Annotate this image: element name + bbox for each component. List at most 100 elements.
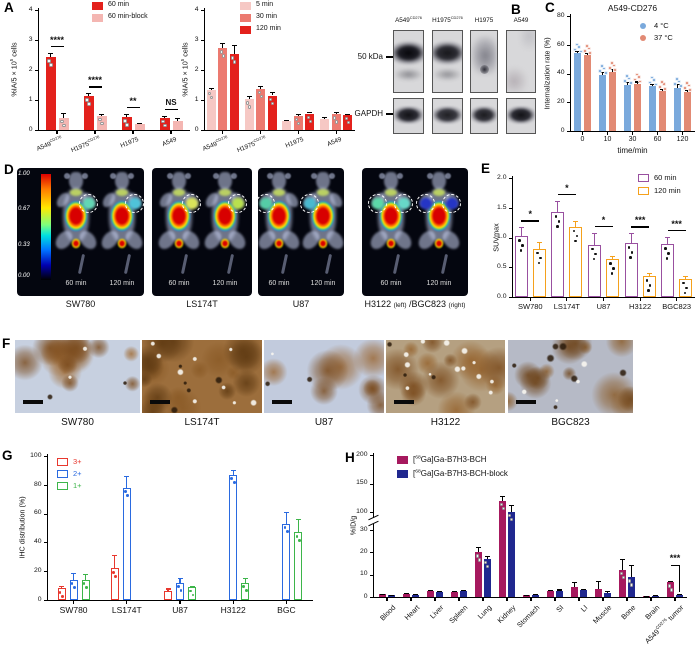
- panel-label-c: C: [545, 0, 555, 15]
- legend-label: 120 min: [654, 185, 681, 195]
- data-point: [163, 124, 167, 128]
- x-tick: [530, 598, 532, 601]
- tumor-roi-circle: [258, 194, 275, 213]
- error-bar: [593, 232, 596, 245]
- pet-caption: SW780: [65, 299, 96, 309]
- tumor-roi-circle: [394, 194, 413, 213]
- mouse-ear: [445, 173, 451, 179]
- data-point: [682, 281, 685, 285]
- data-point: [85, 98, 89, 102]
- legend-swatch: [57, 482, 68, 490]
- tumor-roi-circle: [368, 194, 387, 213]
- error-bar: [297, 519, 299, 533]
- bar: [122, 487, 131, 600]
- data-point: [630, 583, 634, 587]
- blot-band: [471, 106, 497, 125]
- bar: [583, 54, 591, 131]
- bar: [551, 211, 565, 297]
- data-point: [125, 123, 129, 127]
- chart-a-right: 0 1 2 3 4 A549CD276 H1975CD276 H1975 A549 5 min 30…: [180, 0, 360, 162]
- x-category-label: SW780: [59, 605, 88, 615]
- bar: [579, 590, 587, 597]
- bar: [627, 577, 635, 597]
- data-point: [636, 75, 641, 79]
- error-bar: [557, 201, 559, 212]
- y-tick: [200, 100, 204, 102]
- data-point: [248, 105, 252, 109]
- y-tick: [34, 130, 38, 132]
- error-bar: [462, 589, 464, 591]
- time-label: 60 min: [65, 280, 87, 287]
- data-point: [346, 121, 350, 125]
- y-tick-label: 0: [37, 595, 42, 603]
- error-bar: [85, 574, 87, 580]
- error-bar: [179, 578, 181, 583]
- legend-swatch: [57, 470, 68, 478]
- legend-swatch: [640, 23, 646, 29]
- data-point: [638, 79, 643, 84]
- ihc-image: [15, 340, 140, 413]
- mouse-head: [115, 172, 129, 190]
- x-category-label: 0: [580, 136, 585, 143]
- legend-swatch: [638, 187, 649, 195]
- mouse-ear: [267, 173, 273, 179]
- mouse-tail: [324, 253, 333, 275]
- data-point: [85, 586, 88, 590]
- x-tick: [581, 132, 584, 135]
- bar: [475, 552, 483, 597]
- error-bar: [260, 85, 262, 89]
- bar: [523, 595, 531, 597]
- bar: [451, 592, 459, 597]
- blot-image: [506, 30, 536, 93]
- y-tick-label: 20: [359, 548, 368, 556]
- error-bar: [622, 559, 624, 571]
- blot-band: [434, 67, 461, 81]
- y-tick: [508, 267, 512, 269]
- legend-label: 30 min: [256, 12, 278, 20]
- x-tick: [458, 598, 460, 601]
- significance-line: [631, 226, 650, 228]
- y-axis: [373, 453, 375, 597]
- y-tick: [369, 597, 373, 599]
- x-category-label: U87: [596, 302, 611, 311]
- x-tick: [170, 131, 172, 134]
- y-tick-label: 4: [28, 5, 33, 13]
- bar: [574, 53, 582, 131]
- data-point: [230, 477, 234, 481]
- bar: [403, 593, 411, 597]
- panel-label-d: D: [4, 162, 14, 177]
- error-bar: [285, 512, 287, 524]
- y-tick: [34, 100, 38, 102]
- data-point: [627, 246, 631, 250]
- data-point: [659, 79, 664, 84]
- y-tick-label: 100: [30, 451, 42, 459]
- x-tick: [410, 598, 412, 601]
- data-point: [575, 234, 579, 238]
- bar: [514, 236, 528, 297]
- y-tick-label: 100: [356, 507, 368, 515]
- data-point: [572, 229, 576, 233]
- x-tick: [386, 598, 388, 601]
- bar: [571, 586, 579, 597]
- data-point: [594, 252, 597, 256]
- data-point: [232, 481, 236, 485]
- y-tick: [43, 542, 47, 544]
- x-tick: [434, 598, 436, 601]
- bar: [595, 589, 603, 597]
- time-label: 120 min: [109, 280, 135, 287]
- bar: [188, 587, 196, 600]
- error-bar: [652, 83, 654, 87]
- error-bar: [486, 555, 488, 560]
- error-bar: [577, 50, 579, 54]
- bar: [229, 474, 238, 600]
- y-axis-title: IHC distribution (%): [17, 496, 27, 559]
- legend-swatch: [92, 2, 103, 10]
- data-point: [246, 101, 250, 105]
- y-tick: [369, 512, 373, 514]
- x-tick: [260, 131, 262, 134]
- data-point: [484, 561, 488, 565]
- neck-uptake: [433, 189, 445, 196]
- blot-lane-label: H1975CD276: [432, 14, 463, 24]
- chart-h: 0 10 20 30 100 150 200 Blood Heart Liver Spleen Lun…: [335, 448, 700, 658]
